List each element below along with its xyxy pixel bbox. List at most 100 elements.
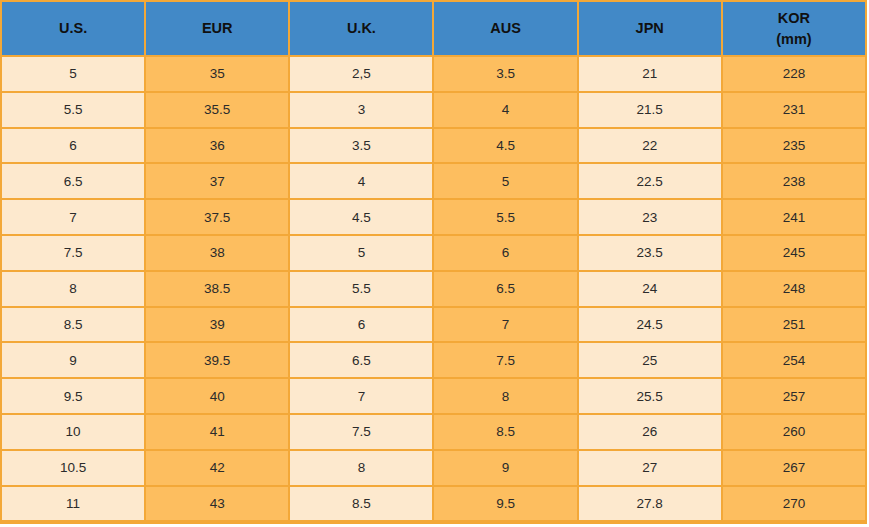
table-cell: 7	[289, 378, 433, 414]
table-row: 10417.58.526260	[1, 414, 866, 450]
table-cell: 11	[1, 486, 145, 523]
table-row: 6363.54.522235	[1, 128, 866, 164]
column-header-us: U.S.	[1, 1, 145, 56]
table-cell: 40	[145, 378, 289, 414]
shoe-size-conversion-page: U.S.EURU.K.AUSJPNKOR(mm) 5352,53.5212285…	[0, 0, 869, 527]
column-header-label: EUR	[146, 18, 288, 38]
table-cell: 9.5	[1, 378, 145, 414]
table-row: 9.5407825.5257	[1, 378, 866, 414]
table-cell: 36	[145, 128, 289, 164]
table-cell: 5.5	[1, 92, 145, 128]
column-header-jpn: JPN	[578, 1, 722, 56]
table-cell: 26	[578, 414, 722, 450]
table-cell: 248	[722, 271, 866, 307]
table-cell: 27	[578, 450, 722, 486]
table-cell: 251	[722, 307, 866, 343]
table-cell: 8.5	[289, 486, 433, 523]
table-cell: 42	[145, 450, 289, 486]
table-cell: 41	[145, 414, 289, 450]
table-cell: 5	[289, 235, 433, 271]
table-cell: 37.5	[145, 199, 289, 235]
table-cell: 9.5	[433, 486, 577, 523]
table-row: 939.56.57.525254	[1, 342, 866, 378]
table-cell: 39.5	[145, 342, 289, 378]
table-cell: 25.5	[578, 378, 722, 414]
table-cell: 6.5	[1, 163, 145, 199]
table-row: 7.5385623.5245	[1, 235, 866, 271]
table-cell: 6	[289, 307, 433, 343]
table-cell: 6.5	[289, 342, 433, 378]
table-cell: 5.5	[289, 271, 433, 307]
table-cell: 4.5	[433, 128, 577, 164]
table-cell: 35.5	[145, 92, 289, 128]
table-cell: 235	[722, 128, 866, 164]
table-cell: 10	[1, 414, 145, 450]
table-cell: 24.5	[578, 307, 722, 343]
table-cell: 8	[433, 378, 577, 414]
table-cell: 6	[433, 235, 577, 271]
table-cell: 9	[433, 450, 577, 486]
table-cell: 3.5	[433, 56, 577, 92]
size-conversion-table-container: U.S.EURU.K.AUSJPNKOR(mm) 5352,53.5212285…	[0, 0, 867, 524]
table-cell: 5	[1, 56, 145, 92]
column-header-label: AUS	[434, 18, 576, 38]
table-cell: 8	[1, 271, 145, 307]
table-row: 6.5374522.5238	[1, 163, 866, 199]
table-cell: 7	[1, 199, 145, 235]
table-cell: 9	[1, 342, 145, 378]
table-cell: 270	[722, 486, 866, 523]
table-row: 5.535.53421.5231	[1, 92, 866, 128]
table-cell: 27.8	[578, 486, 722, 523]
table-cell: 254	[722, 342, 866, 378]
table-cell: 35	[145, 56, 289, 92]
table-cell: 25	[578, 342, 722, 378]
table-cell: 8.5	[1, 307, 145, 343]
header-row: U.S.EURU.K.AUSJPNKOR(mm)	[1, 1, 866, 56]
table-row: 838.55.56.524248	[1, 271, 866, 307]
table-cell: 21.5	[578, 92, 722, 128]
table-cell: 5	[433, 163, 577, 199]
table-cell: 6	[1, 128, 145, 164]
table-row: 5352,53.521228	[1, 56, 866, 92]
table-header: U.S.EURU.K.AUSJPNKOR(mm)	[1, 1, 866, 56]
table-cell: 4	[433, 92, 577, 128]
table-cell: 22.5	[578, 163, 722, 199]
table-cell: 38.5	[145, 271, 289, 307]
table-cell: 245	[722, 235, 866, 271]
table-cell: 21	[578, 56, 722, 92]
table-cell: 7.5	[289, 414, 433, 450]
table-cell: 3	[289, 92, 433, 128]
table-body: 5352,53.5212285.535.53421.52316363.54.52…	[1, 56, 866, 522]
column-header-label: KOR	[723, 8, 865, 28]
table-cell: 7.5	[1, 235, 145, 271]
table-cell: 238	[722, 163, 866, 199]
table-cell: 228	[722, 56, 866, 92]
column-header-uk: U.K.	[289, 1, 433, 56]
column-header-label: U.S.	[2, 18, 144, 38]
table-cell: 10.5	[1, 450, 145, 486]
table-row: 11438.59.527.8270	[1, 486, 866, 523]
table-cell: 257	[722, 378, 866, 414]
table-cell: 267	[722, 450, 866, 486]
column-header-eur: EUR	[145, 1, 289, 56]
column-header-aus: AUS	[433, 1, 577, 56]
column-header-label: JPN	[579, 18, 721, 38]
column-header-sublabel: (mm)	[723, 29, 865, 49]
table-cell: 8.5	[433, 414, 577, 450]
table-cell: 6.5	[433, 271, 577, 307]
table-cell: 7	[433, 307, 577, 343]
table-row: 8.5396724.5251	[1, 307, 866, 343]
table-cell: 241	[722, 199, 866, 235]
table-cell: 8	[289, 450, 433, 486]
size-conversion-table: U.S.EURU.K.AUSJPNKOR(mm) 5352,53.5212285…	[0, 0, 867, 524]
table-cell: 24	[578, 271, 722, 307]
table-row: 737.54.55.523241	[1, 199, 866, 235]
table-cell: 37	[145, 163, 289, 199]
table-cell: 39	[145, 307, 289, 343]
table-cell: 4.5	[289, 199, 433, 235]
table-cell: 22	[578, 128, 722, 164]
table-cell: 231	[722, 92, 866, 128]
column-header-label: U.K.	[290, 18, 432, 38]
table-cell: 23.5	[578, 235, 722, 271]
table-cell: 5.5	[433, 199, 577, 235]
